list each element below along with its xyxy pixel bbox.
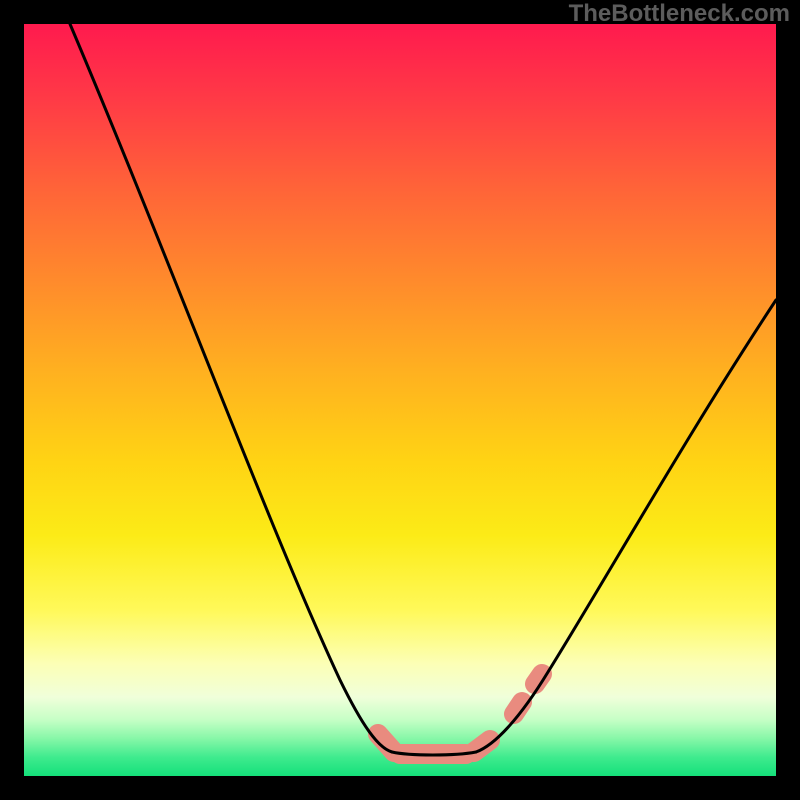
curve-layer (0, 0, 800, 800)
chart-stage: TheBottleneck.com (0, 0, 800, 800)
curve-right-branch (476, 300, 776, 752)
curve-left-branch (70, 24, 392, 752)
trough-markers (378, 674, 542, 754)
watermark-text: TheBottleneck.com (569, 0, 790, 28)
